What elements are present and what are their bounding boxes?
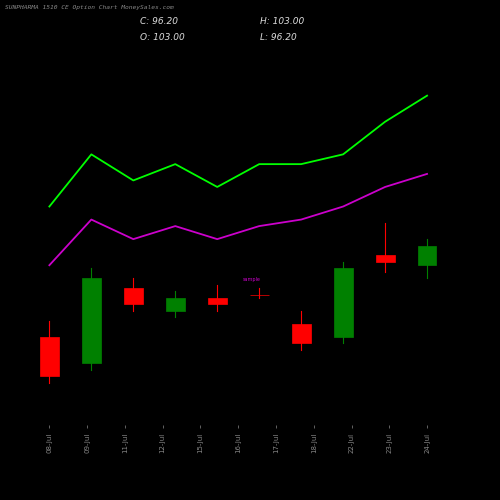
Bar [292,324,310,344]
Text: L: 96.20: L: 96.20 [260,32,297,42]
Bar [40,337,59,376]
Bar [376,256,394,262]
Text: SUNPHARMA 1510 CE Option Chart MoneySales.com: SUNPHARMA 1510 CE Option Chart MoneySale… [5,5,174,10]
Bar [166,298,184,311]
Bar [124,288,142,304]
Text: sample: sample [242,276,260,281]
Text: O: 103.00: O: 103.00 [140,32,185,42]
Text: C: 96.20: C: 96.20 [140,18,178,26]
Bar [418,246,436,265]
Text: H: 103.00: H: 103.00 [260,18,304,26]
Bar [82,278,101,363]
Bar [208,298,227,304]
Bar [334,268,352,337]
